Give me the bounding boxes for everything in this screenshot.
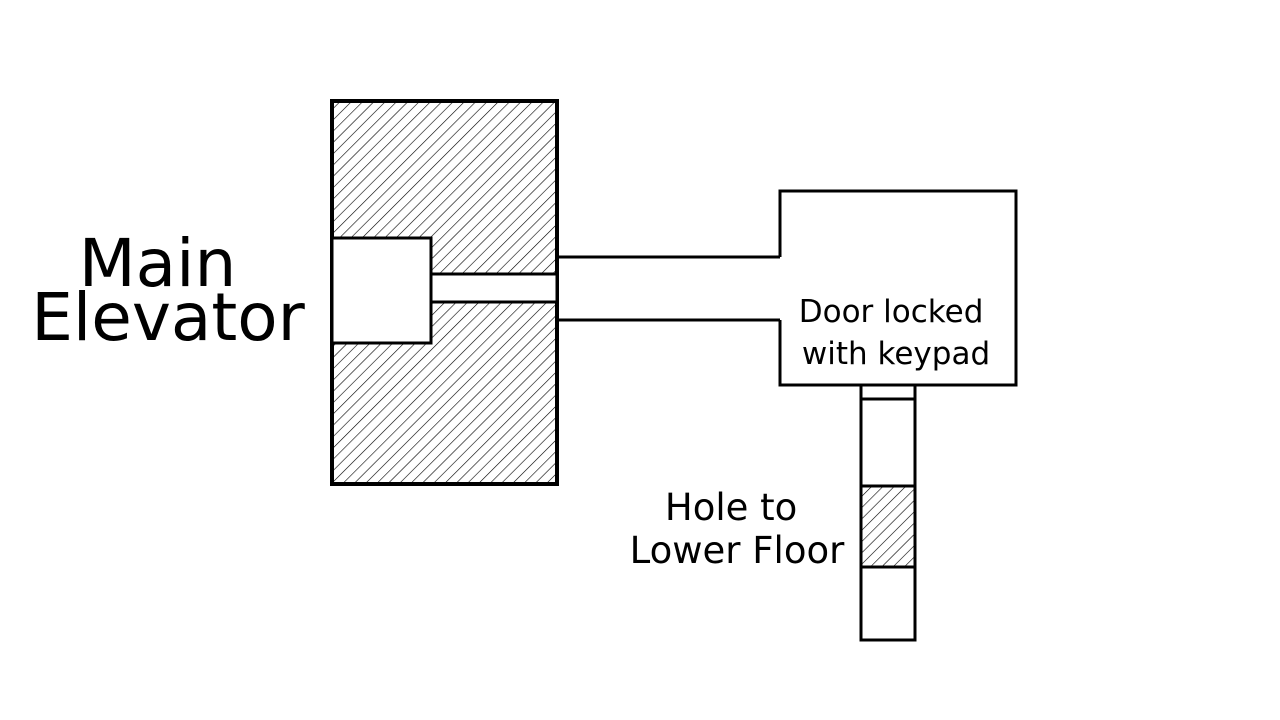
keypad-door-label-line-2: with keypad — [802, 336, 990, 372]
main-elevator-label: Main Elevator — [31, 225, 305, 356]
floor-hole-label-line-2: Lower Floor — [630, 529, 845, 572]
elevator-car[interactable] — [330, 236, 433, 345]
floor-hole-label: Hole to Lower Floor — [630, 486, 845, 572]
floor-hole[interactable] — [859, 484, 917, 569]
keypad-room[interactable] — [778, 189, 1018, 387]
main-elevator-label-line-1: Main — [79, 225, 237, 302]
keypad-door-label-line-1: Door locked — [799, 294, 984, 330]
keypad-door-label: Door locked with keypad — [799, 294, 993, 372]
main-elevator-label-line-2: Elevator — [31, 279, 305, 356]
floor-hole-label-line-1: Hole to — [665, 486, 797, 529]
elevator-door-passage — [429, 272, 559, 304]
